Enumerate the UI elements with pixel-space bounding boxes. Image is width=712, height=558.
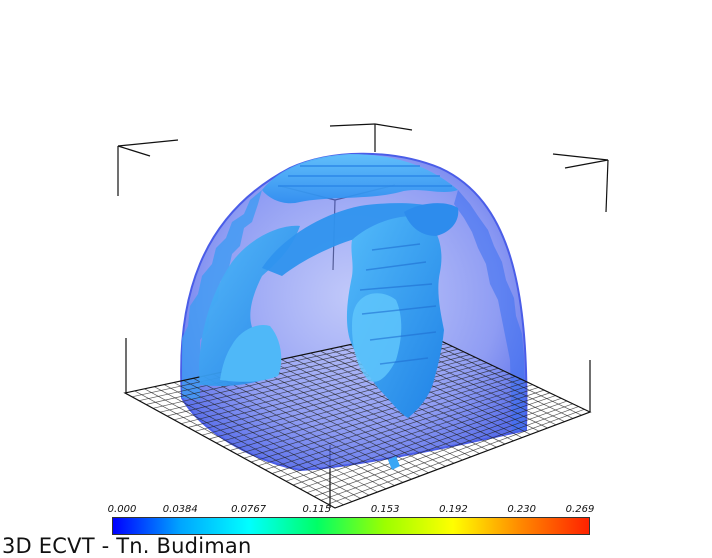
colorbar-tick-label: 0.230 xyxy=(507,504,537,515)
grid-line xyxy=(306,400,568,493)
colorbar-tick-label: 0.269 xyxy=(565,504,595,515)
colorbar-tick-label: 0.192 xyxy=(439,504,468,515)
colorbar-tick-label: 0.0384 xyxy=(162,504,198,515)
inner-isosurface xyxy=(199,203,459,470)
colorbar-tick-label: 0.115 xyxy=(302,504,332,515)
floor-outline xyxy=(123,329,592,509)
grid-line xyxy=(327,408,585,505)
colorbar-tick-label: 0.153 xyxy=(370,504,400,515)
grid-line xyxy=(313,403,573,497)
colorbar xyxy=(112,517,590,535)
grid-line xyxy=(320,406,579,501)
colorbar-tick-label: 0.0767 xyxy=(231,504,267,515)
render-title: 3D ECVT - Tn. Budiman xyxy=(2,534,252,558)
colorbar-tick-label: 0.000 xyxy=(107,504,137,515)
